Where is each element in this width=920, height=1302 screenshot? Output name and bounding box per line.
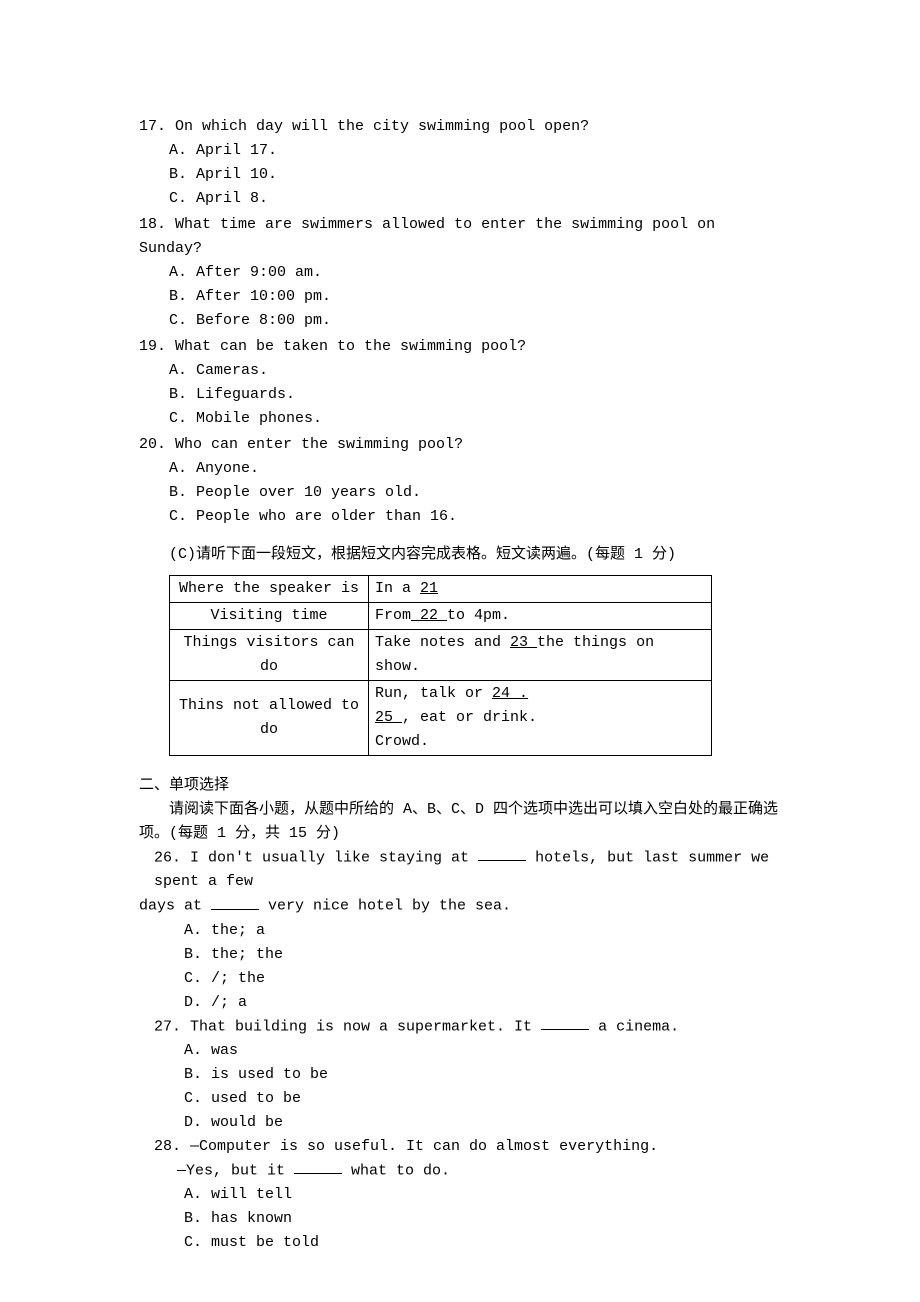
table-cell: Run, talk or 24 .25 , eat or drink.Crowd… <box>369 681 712 756</box>
table-label: Where the speaker is <box>170 576 369 603</box>
question-stem: 17. On which day will the city swimming … <box>139 115 781 139</box>
cell-line: Crowd. <box>375 730 705 754</box>
option[interactable]: A. Cameras. <box>169 359 781 383</box>
table-label: Things visitors can do <box>170 630 369 681</box>
listening-question: 18. What time are swimmers allowed to en… <box>139 213 781 333</box>
option[interactable]: C. /; the <box>184 967 781 991</box>
question-text: Who can enter the swimming pool? <box>166 436 463 453</box>
option[interactable]: C. Before 8:00 pm. <box>169 309 781 333</box>
option[interactable]: C. used to be <box>184 1087 781 1111</box>
option[interactable]: B. is used to be <box>184 1063 781 1087</box>
mc-question: 28. —Computer is so useful. It can do al… <box>139 1135 781 1255</box>
fill-blank[interactable] <box>478 846 526 861</box>
blank-25[interactable]: 25 <box>375 709 402 726</box>
option[interactable]: A. April 17. <box>169 139 781 163</box>
option[interactable]: C. must be told <box>184 1231 781 1255</box>
options: A. Cameras.B. Lifeguards.C. Mobile phone… <box>139 359 781 431</box>
mc-question: 26. I don't usually like staying at hote… <box>139 846 781 1015</box>
option[interactable]: A. Anyone. <box>169 457 781 481</box>
question-response: —Yes, but it what to do. <box>139 1159 781 1183</box>
fill-blank[interactable] <box>541 1015 589 1030</box>
question-stem: 28. —Computer is so useful. It can do al… <box>139 1135 781 1159</box>
fill-blank[interactable] <box>211 894 259 909</box>
table-cell: From 22 to 4pm. <box>369 603 712 630</box>
option[interactable]: C. People who are older than 16. <box>169 505 781 529</box>
question-text: What time are swimmers allowed to enter … <box>139 216 715 257</box>
table-label: Thins not allowed to do <box>170 681 369 756</box>
option[interactable]: A. will tell <box>184 1183 781 1207</box>
question-number: 18. <box>139 216 166 233</box>
fill-blank[interactable] <box>294 1159 342 1174</box>
option[interactable]: B. has known <box>184 1207 781 1231</box>
option[interactable]: B. After 10:00 pm. <box>169 285 781 309</box>
table-row: Things visitors can doTake notes and 23 … <box>170 630 712 681</box>
question-text: What can be taken to the swimming pool? <box>166 338 526 355</box>
cell-line: 25 , eat or drink. <box>375 706 705 730</box>
listening-question: 17. On which day will the city swimming … <box>139 115 781 211</box>
blank-21[interactable]: 21 <box>420 580 438 597</box>
section-2-instruction: 请阅读下面各小题，从题中所给的 A、B、C、D 四个选项中选出可以填入空白处的最… <box>139 798 781 846</box>
question-number: 17. <box>139 118 166 135</box>
option[interactable]: B. Lifeguards. <box>169 383 781 407</box>
question-stem: 20. Who can enter the swimming pool? <box>139 433 781 457</box>
option[interactable]: A. the; a <box>184 919 781 943</box>
options: A. will tellB. has knownC. must be told <box>139 1183 781 1255</box>
blank-23[interactable]: 23 <box>510 634 537 651</box>
option[interactable]: A. After 9:00 am. <box>169 261 781 285</box>
option[interactable]: D. /; a <box>184 991 781 1015</box>
option[interactable]: D. would be <box>184 1111 781 1135</box>
options: A. April 17.B. April 10.C. April 8. <box>139 139 781 211</box>
question-number: 19. <box>139 338 166 355</box>
question-stem: 27. That building is now a supermarket. … <box>139 1015 781 1039</box>
question-number: 20. <box>139 436 166 453</box>
fill-table: Where the speaker isIn a 21 Visiting tim… <box>169 575 712 756</box>
option[interactable]: A. was <box>184 1039 781 1063</box>
table-label: Visiting time <box>170 603 369 630</box>
table-row: Thins not allowed to doRun, talk or 24 .… <box>170 681 712 756</box>
question-text: On which day will the city swimming pool… <box>166 118 589 135</box>
table-cell: In a 21 <box>369 576 712 603</box>
option[interactable]: B. the; the <box>184 943 781 967</box>
question-stem: 19. What can be taken to the swimming po… <box>139 335 781 359</box>
blank-22[interactable]: 22 <box>411 607 447 624</box>
option[interactable]: B. People over 10 years old. <box>169 481 781 505</box>
listening-question: 20. Who can enter the swimming pool?A. A… <box>139 433 781 529</box>
options: A. the; aB. the; theC. /; theD. /; a <box>139 919 781 1015</box>
section-2-heading: 二、单项选择 <box>139 774 781 798</box>
question-stem: 18. What time are swimmers allowed to en… <box>139 213 781 261</box>
table-row: Visiting timeFrom 22 to 4pm. <box>170 603 712 630</box>
section-c-intro: (C)请听下面一段短文，根据短文内容完成表格。短文读两遍。(每题 1 分) <box>139 543 781 567</box>
options: A. After 9:00 am.B. After 10:00 pm.C. Be… <box>139 261 781 333</box>
table-row: Where the speaker isIn a 21 <box>170 576 712 603</box>
blank-24[interactable]: 24 . <box>492 685 528 702</box>
question-stem: 26. I don't usually like staying at hote… <box>139 846 781 894</box>
cell-line: Run, talk or 24 . <box>375 682 705 706</box>
mc-question: 27. That building is now a supermarket. … <box>139 1015 781 1135</box>
option[interactable]: C. April 8. <box>169 187 781 211</box>
option[interactable]: B. April 10. <box>169 163 781 187</box>
table-cell: Take notes and 23 the things on show. <box>369 630 712 681</box>
question-stem-cont: days at very nice hotel by the sea. <box>139 894 781 918</box>
options: A. Anyone.B. People over 10 years old.C.… <box>139 457 781 529</box>
listening-question: 19. What can be taken to the swimming po… <box>139 335 781 431</box>
option[interactable]: C. Mobile phones. <box>169 407 781 431</box>
options: A. wasB. is used to beC. used to beD. wo… <box>139 1039 781 1135</box>
